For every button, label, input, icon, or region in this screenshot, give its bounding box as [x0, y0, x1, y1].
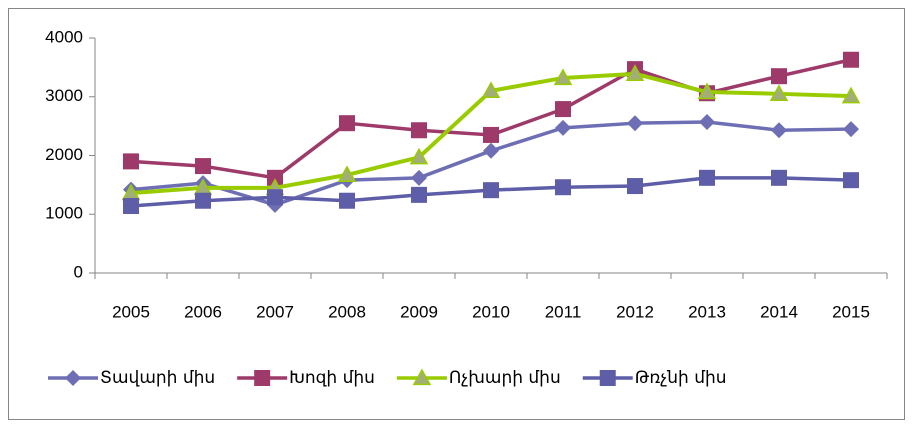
point: [843, 51, 859, 68]
point: [771, 122, 787, 139]
point: [627, 115, 643, 132]
x-tick-label: 2006: [184, 302, 222, 321]
point: [483, 182, 499, 199]
point: [483, 126, 499, 143]
legend-marker: [412, 368, 432, 386]
x-tick-label: 2014: [760, 302, 798, 321]
point: [337, 165, 357, 183]
y-tick-label: 3000: [45, 86, 83, 105]
point: [627, 178, 643, 195]
x-tick-label: 2008: [328, 302, 366, 321]
x-tick-label: 2015: [832, 302, 870, 321]
point: [267, 169, 283, 186]
point: [843, 172, 859, 189]
point: [481, 81, 501, 99]
point: [699, 114, 715, 131]
point: [123, 198, 139, 215]
point: [411, 122, 427, 139]
y-tick-label: 1000: [45, 204, 83, 223]
point: [843, 121, 859, 138]
x-tick-label: 2009: [400, 302, 438, 321]
point: [411, 169, 427, 186]
point: [769, 84, 789, 101]
point: [555, 101, 571, 118]
point: [625, 64, 645, 81]
x-tick-label: 2011: [545, 302, 582, 321]
point: [841, 86, 861, 104]
point: [339, 192, 355, 209]
y-tick-label: 0: [74, 262, 83, 281]
point: [123, 153, 139, 170]
legend-label: Թռչնի միս: [635, 368, 727, 388]
point: [483, 142, 499, 159]
x-tick-label: 2007: [256, 302, 294, 321]
x-tick-label: 2013: [688, 302, 726, 321]
point: [411, 186, 427, 203]
point: [339, 115, 355, 132]
x-tick-label: 2012: [616, 302, 654, 321]
legend-marker: [254, 370, 271, 386]
point: [267, 189, 283, 206]
x-tick-label: 2005: [112, 302, 150, 321]
x-tick-label: 2010: [472, 302, 510, 321]
legend-label: Խոզի միս: [289, 368, 375, 388]
point: [771, 169, 787, 186]
legend-label: Տավարի միս: [100, 368, 215, 388]
point: [555, 119, 571, 136]
legend-marker: [599, 370, 616, 386]
point: [697, 82, 717, 100]
point: [771, 68, 787, 85]
y-tick-label: 2000: [45, 145, 83, 164]
y-tick-label: 4000: [45, 27, 83, 46]
legend-label: Ոչխարի միս: [449, 368, 561, 388]
point: [553, 68, 573, 86]
point: [699, 169, 715, 186]
point: [409, 147, 429, 165]
point: [555, 179, 571, 196]
point: [195, 192, 211, 209]
point: [195, 158, 211, 175]
legend-marker: [65, 370, 81, 386]
chart-border: [8, 8, 905, 420]
